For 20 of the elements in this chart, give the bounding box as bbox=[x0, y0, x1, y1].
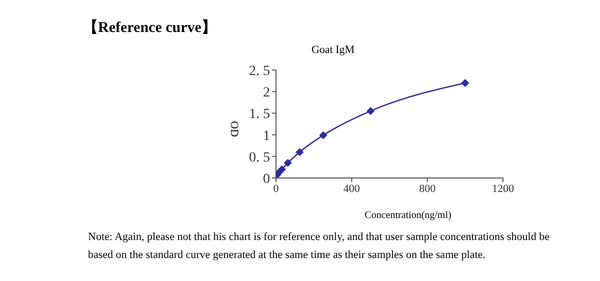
chart-title: Goat IgM bbox=[310, 44, 356, 56]
y-tick-label: 1 bbox=[263, 128, 270, 144]
y-tick-label: 2 bbox=[263, 86, 270, 101]
y-tick-label: 1. 5 bbox=[249, 107, 270, 122]
point bbox=[366, 107, 375, 116]
text: Note: Again, please not that his chart is for reference only, and that user sample concentrations should be based on the standard curve generated at the same time as their samples on the same plate. bbox=[88, 230, 550, 263]
point bbox=[284, 158, 292, 167]
x-axis-title: Concentration(ng/ml) bbox=[364, 210, 452, 221]
point bbox=[278, 165, 286, 174]
text: 【Reference curve】 bbox=[83, 18, 216, 37]
x-tick-label: 400 bbox=[343, 182, 360, 195]
x-tick-label: 800 bbox=[419, 182, 436, 195]
point bbox=[296, 148, 304, 156]
x-tick-label: 0 bbox=[273, 182, 280, 195]
point bbox=[461, 78, 470, 87]
y-tick-label: 0. 5 bbox=[249, 150, 270, 166]
x-tick-label: 1200 bbox=[492, 182, 514, 195]
point bbox=[319, 131, 328, 140]
y-axis-title: OD bbox=[228, 121, 240, 137]
y-tick-label: 2. 5 bbox=[249, 64, 270, 79]
